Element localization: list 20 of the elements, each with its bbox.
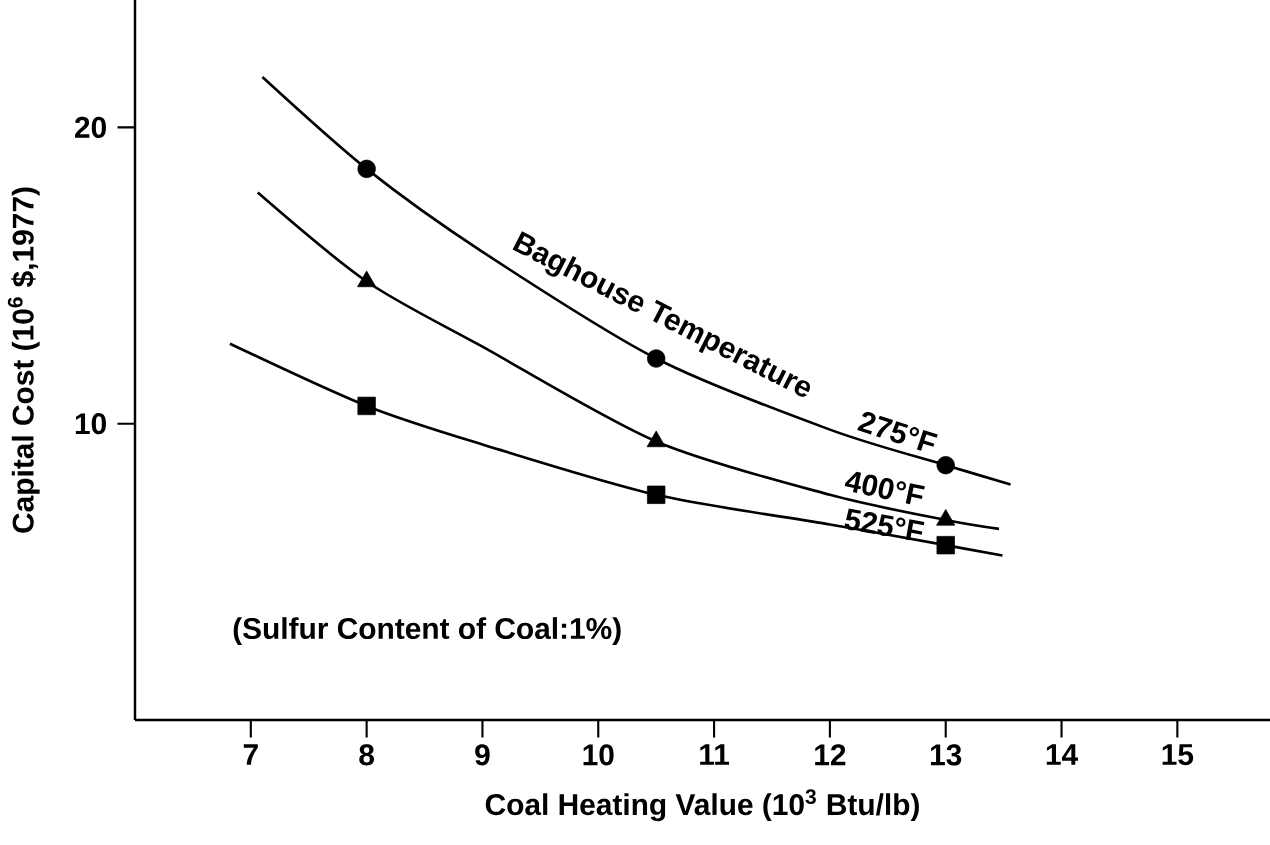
text: 400°F [844,471,925,505]
point [936,536,955,555]
point [647,485,666,504]
x-tick-label: 10 [583,744,614,766]
y-axis-title: Capital Cost (10$^{6}$ $,1977) [7,187,40,533]
annotation: (Sulfur Content of Coal:1%) [233,617,621,646]
x-tick-label: 12 [815,744,846,766]
x-tick-label: 15 [1162,744,1194,766]
x-tick-label: 7 [243,744,258,765]
x-axis-title: Coal Heating Value (10$^{3}$ Btu/lb) [485,789,919,822]
point [357,396,376,416]
point [357,159,376,179]
x-tick-label: 13 [930,744,962,766]
x-tick-label: 11 [700,744,730,765]
point [936,456,955,475]
x-tick-label: 9 [475,744,490,766]
x-tick-label: 14 [1046,744,1078,765]
y-tick-label: 20 [75,116,106,138]
x-tick-label: 8 [359,744,375,766]
text: 275°F [857,411,938,451]
